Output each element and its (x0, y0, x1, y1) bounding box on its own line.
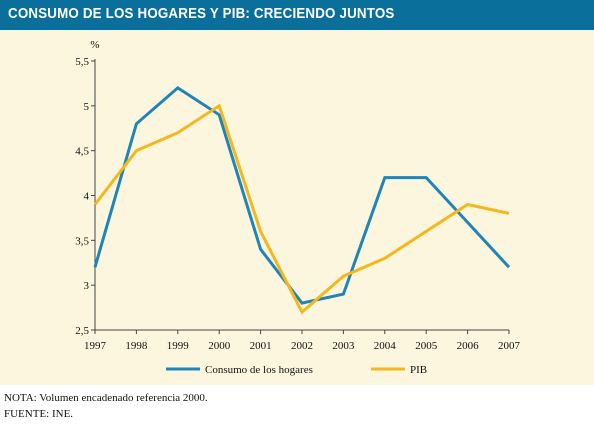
y-tick-label: 3,5 (75, 235, 89, 247)
title-bar: CONSUMO DE LOS HOGARES Y PIB: CRECIENDO … (0, 0, 594, 30)
chart-title: CONSUMO DE LOS HOGARES Y PIB: CRECIENDO … (8, 6, 395, 22)
chart-panel (0, 30, 594, 385)
series-line-pib (93, 103, 510, 315)
x-tick-label: 2003 (332, 340, 355, 352)
y-tick-label: 4,5 (75, 146, 89, 158)
legend-label-pib: PIB (410, 364, 427, 376)
x-tick-label: 1999 (167, 340, 190, 352)
x-tick-label: 2002 (291, 340, 313, 352)
x-tick-label: 2007 (498, 340, 521, 352)
y-axis-label: % (90, 39, 99, 51)
y-tick-label: 5 (84, 101, 90, 113)
source-text: FUENTE: INE. (4, 408, 74, 420)
legend-label-consumo: Consumo de los hogares (205, 364, 313, 376)
x-tick-label: 2001 (250, 340, 272, 352)
x-tick-label: 2006 (457, 340, 480, 352)
x-tick-label: 1998 (125, 340, 148, 352)
series-line-consumo (93, 86, 511, 305)
y-tick-label: 5,5 (75, 56, 89, 68)
line-chart: 2,5 3 3,5 4 4,5 5 5,5% 1997 1998 1999 2000 2001 2002… (75, 39, 521, 376)
note-text: NOTA: Volumen encadenado referencia 2000… (4, 392, 208, 404)
y-tick-label: 3 (84, 280, 90, 292)
x-tick-label: 2000 (208, 340, 231, 352)
x-tick-label: 1997 (84, 340, 107, 352)
y-tick-label: 4 (84, 191, 90, 203)
y-tick-label: 2,5 (75, 325, 89, 337)
x-tick-label: 2005 (415, 340, 438, 352)
x-tick-label: 2004 (374, 340, 397, 352)
